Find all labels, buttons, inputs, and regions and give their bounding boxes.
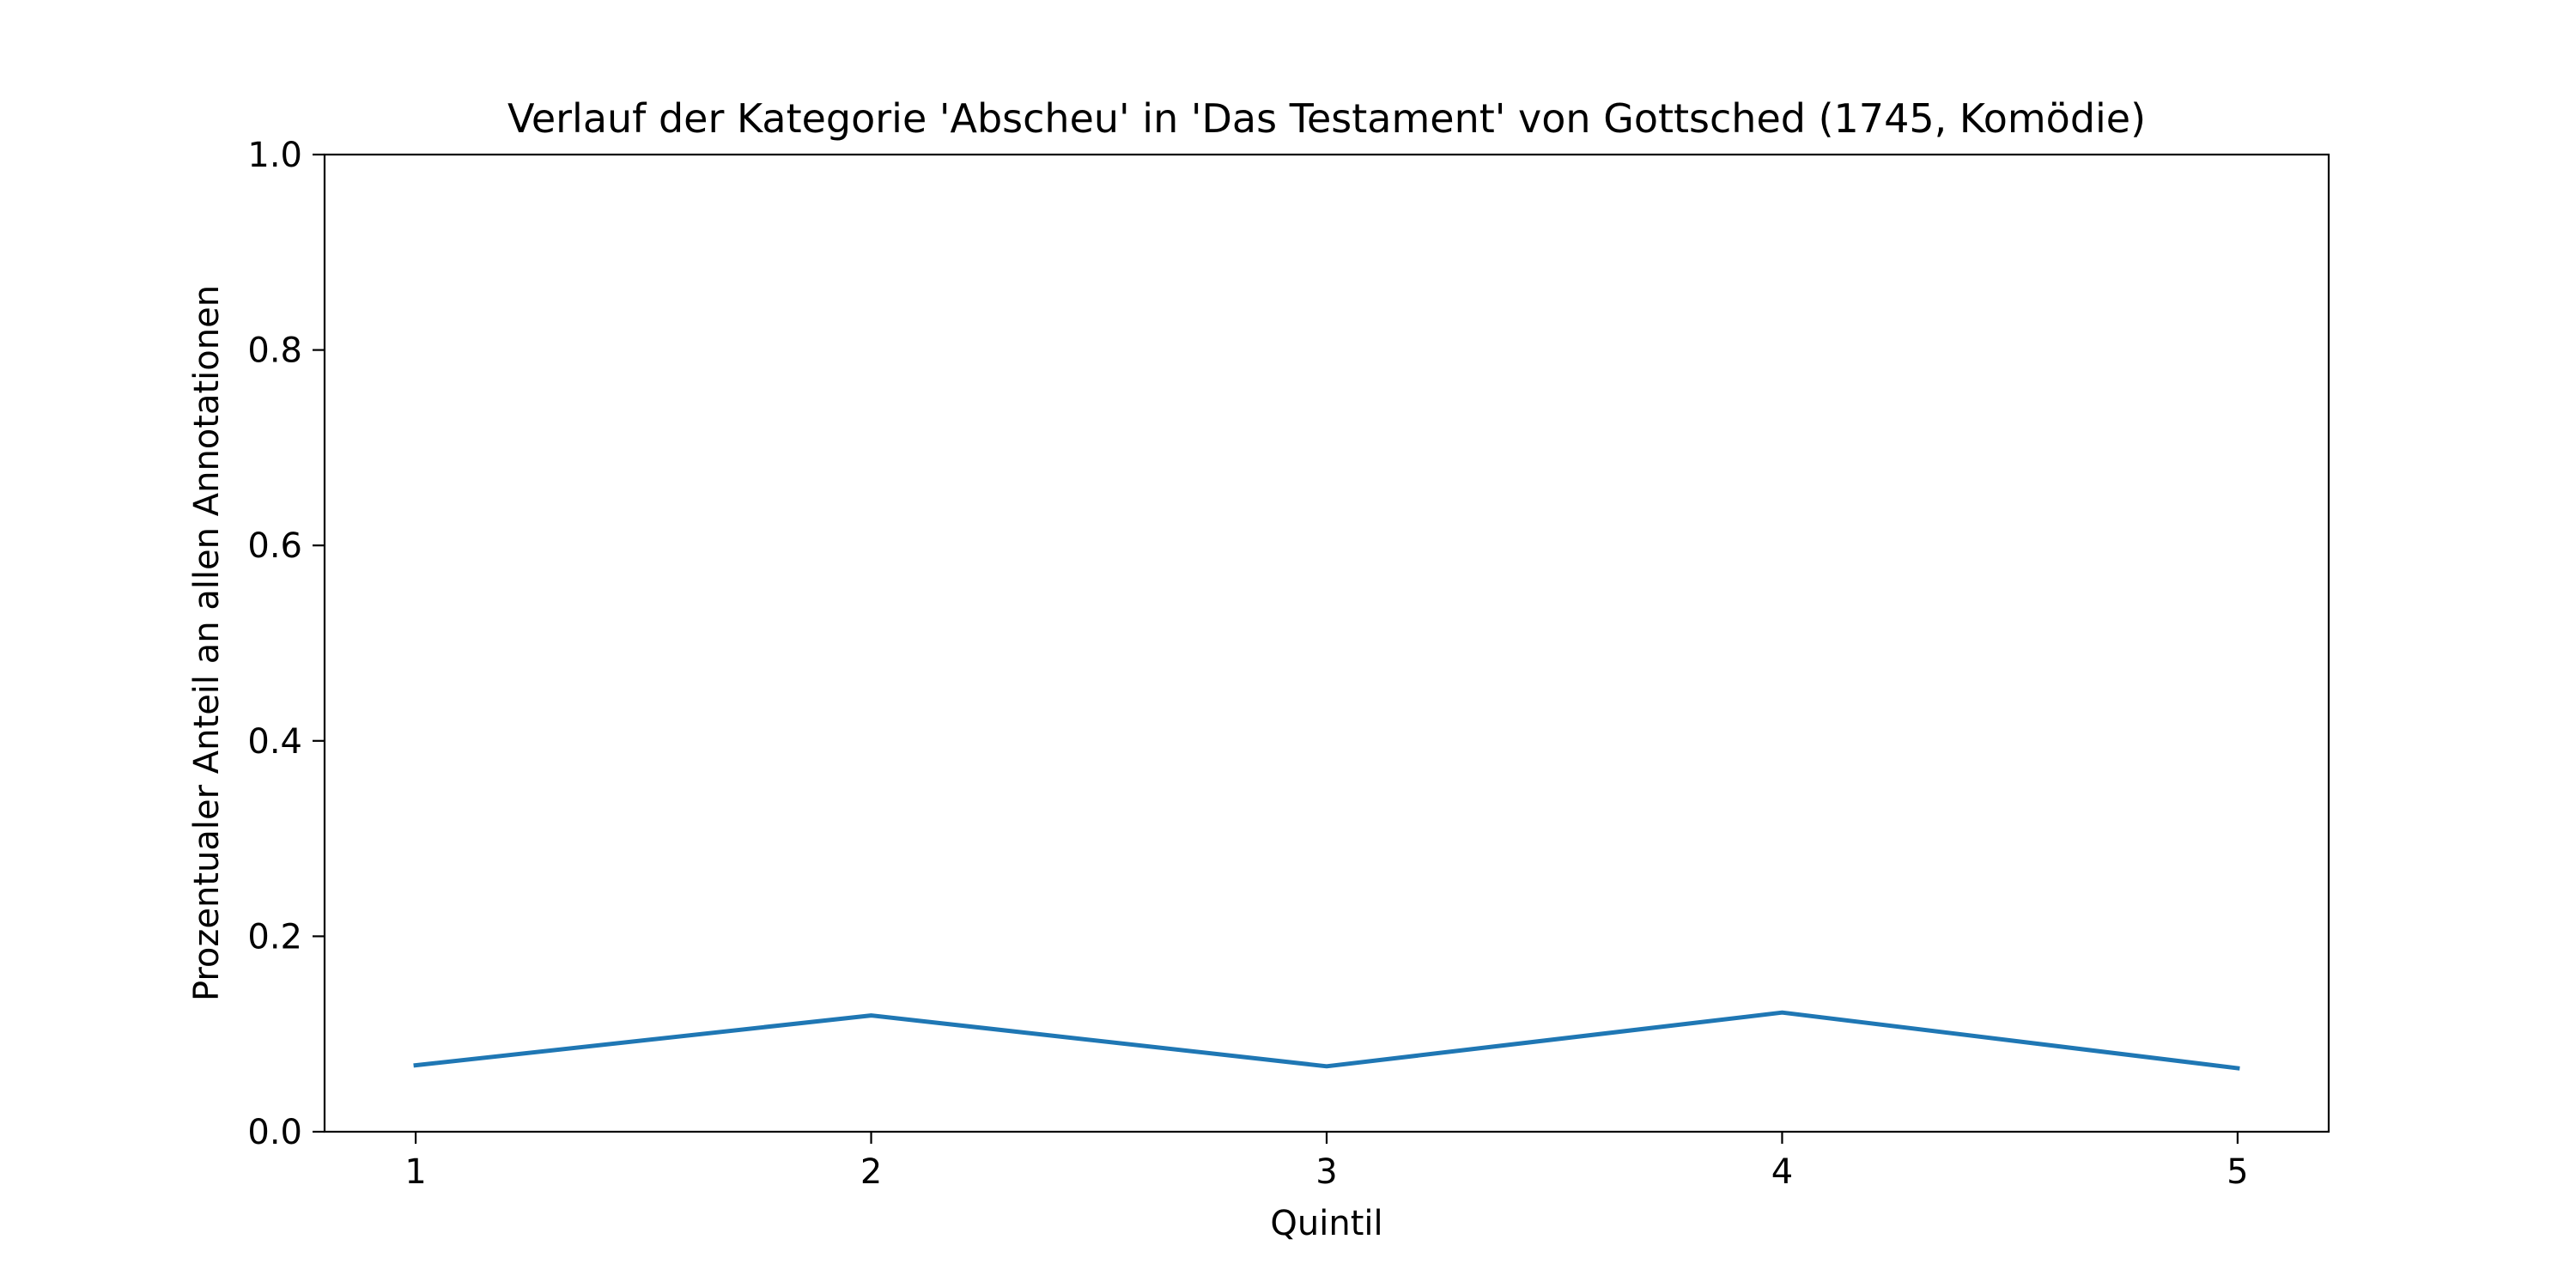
series-group: [413, 1010, 2240, 1071]
y-tick-label: 1.0: [247, 136, 302, 175]
x-tick-label: 1: [404, 1152, 426, 1192]
y-tick-label: 0.4: [247, 722, 302, 762]
x-axis: 1 2 3 4 5: [404, 1132, 2249, 1192]
y-axis-label: Prozentualer Anteil an allen Annotatione…: [187, 285, 227, 1001]
x-tick-label: 3: [1315, 1152, 1337, 1192]
plot-frame: [323, 153, 2330, 1133]
chart-title: Verlauf der Kategorie 'Abscheu' in 'Das …: [507, 95, 2146, 142]
y-axis: 0.0 0.2 0.4 0.6 0.8 1.0: [247, 136, 325, 1152]
y-tick-label: 0.0: [247, 1113, 302, 1152]
y-tick-label: 0.6: [247, 526, 302, 566]
x-tick-label: 2: [860, 1152, 882, 1192]
y-tick-label: 0.2: [247, 917, 302, 957]
x-tick-label: 5: [2227, 1152, 2248, 1192]
x-tick-label: 4: [1771, 1152, 1793, 1192]
series-line: [413, 1010, 2240, 1071]
y-tick-label: 0.8: [247, 331, 302, 371]
x-axis-label: Quintil: [1270, 1204, 1382, 1243]
